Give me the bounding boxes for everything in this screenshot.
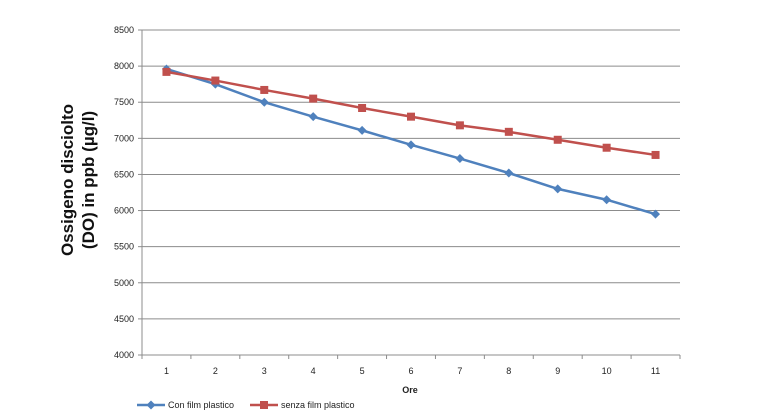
y-tick-label: 7500	[114, 97, 134, 107]
data-point	[504, 168, 514, 178]
y-axis-ticks: 4000 4500 5000 5500 6000 6500 7000 7500 8000 8500	[114, 25, 142, 360]
series-2	[162, 67, 660, 159]
y-tick-label: 5000	[114, 278, 134, 288]
data-point	[358, 104, 367, 112]
data-point	[651, 150, 660, 159]
x-tick-label: 1	[164, 366, 169, 376]
x-tick-label: 9	[555, 366, 560, 376]
gridlines	[142, 29, 680, 356]
y-tick-label: 6000	[114, 206, 134, 216]
y-tick-label: 8500	[114, 25, 134, 35]
legend-marker	[260, 401, 268, 409]
y-tick-label: 6500	[114, 169, 134, 179]
x-axis-ticks: 1 2 3 4 5 6 7 8 9 10 11	[141, 355, 681, 376]
data-point	[162, 67, 171, 76]
y-axis-label-line1: Ossigeno disciolto	[58, 104, 77, 256]
data-point	[406, 140, 416, 150]
data-point	[309, 94, 318, 103]
data-point	[455, 154, 465, 164]
y-axis-label-line2: (DO) in ppb (µg/l)	[79, 111, 98, 249]
data-point	[602, 143, 611, 152]
data-point	[504, 127, 513, 136]
y-tick-label: 4000	[114, 350, 134, 360]
series-group	[161, 64, 661, 219]
x-tick-label: 4	[311, 366, 316, 376]
x-tick-label: 2	[213, 366, 218, 376]
x-tick-label: 7	[457, 366, 462, 376]
y-tick-label: 5500	[114, 242, 134, 252]
y-tick-label: 7000	[114, 133, 134, 143]
y-axis-label: Ossigeno disciolto (DO) in ppb (µg/l)	[58, 104, 98, 256]
legend: Con film plastico senza film plastico	[137, 400, 355, 410]
data-point	[553, 135, 562, 144]
legend-label: senza film plastico	[281, 400, 355, 410]
data-point	[357, 125, 367, 135]
axes	[141, 30, 680, 356]
x-tick-label: 11	[651, 366, 660, 376]
data-point	[651, 209, 661, 219]
x-tick-label: 10	[602, 366, 612, 376]
x-tick-label: 5	[360, 366, 365, 376]
data-point	[211, 76, 220, 85]
series-1	[161, 64, 661, 219]
data-point	[455, 121, 464, 130]
x-tick-label: 3	[262, 366, 267, 376]
legend-item-2: senza film plastico	[250, 400, 355, 410]
legend-item-1: Con film plastico	[137, 400, 234, 410]
data-point	[308, 112, 318, 122]
y-tick-label: 4500	[114, 314, 134, 324]
data-point	[602, 195, 612, 205]
x-tick-label: 6	[408, 366, 413, 376]
legend-label: Con film plastico	[168, 400, 234, 410]
legend-marker	[146, 400, 156, 410]
y-tick-label: 8000	[114, 61, 134, 71]
data-point	[553, 184, 563, 194]
x-axis-label: Ore	[402, 385, 418, 395]
data-point	[259, 97, 269, 107]
data-point	[407, 112, 415, 121]
data-point	[260, 85, 269, 94]
x-tick-label: 8	[506, 366, 511, 376]
